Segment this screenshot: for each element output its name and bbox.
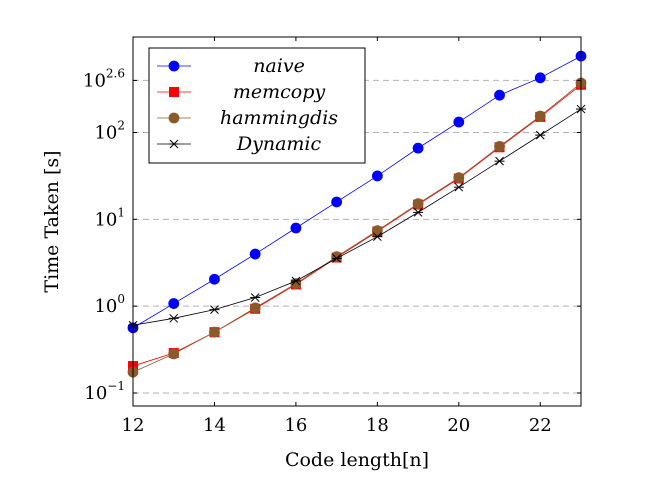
x-axis-ticks: 12 14 16 18 20 22 bbox=[122, 37, 552, 436]
x-tick-label-2: 16 bbox=[284, 415, 307, 436]
data-point-hammingdis-20 bbox=[453, 172, 465, 184]
data-point-hammingdis-19 bbox=[412, 198, 424, 210]
data-point-hammingdis-13 bbox=[168, 348, 180, 360]
data-point-dynamic-18 bbox=[372, 232, 383, 242]
legend: naive memcopy hammingdis Dynamic bbox=[148, 47, 366, 164]
y-tick-label-1: 100 bbox=[94, 292, 125, 317]
y-tick-label-0: 10−1 bbox=[84, 379, 125, 404]
data-point-hammingdis-17 bbox=[331, 251, 343, 263]
series-line-dynamic bbox=[132, 108, 582, 326]
series-line-naive bbox=[132, 55, 582, 329]
data-point-naive-16 bbox=[290, 222, 302, 234]
data-point-naive-18 bbox=[371, 170, 383, 182]
data-point-dynamic-15 bbox=[250, 293, 261, 302]
legend-item-naive: naive bbox=[157, 55, 305, 77]
x-tick-label-1: 14 bbox=[203, 415, 226, 436]
legend-item-hammingdis: hammingdis bbox=[157, 107, 338, 129]
x-tick-label-5: 22 bbox=[529, 415, 552, 436]
x-axis-label: Code length[n] bbox=[285, 449, 429, 471]
data-point-hammingdis-15 bbox=[249, 302, 261, 314]
legend-item-dynamic: Dynamic bbox=[157, 133, 321, 155]
data-point-hammingdis-22 bbox=[534, 110, 546, 122]
y-axis-label: Time Taken [s] bbox=[41, 150, 63, 292]
data-point-dynamic-13 bbox=[168, 313, 179, 323]
data-point-naive-15 bbox=[249, 248, 261, 260]
data-point-hammingdis-21 bbox=[494, 140, 505, 152]
data-point-dynamic-20 bbox=[453, 182, 464, 192]
data-point-naive-14 bbox=[209, 273, 220, 285]
data-point-dynamic-22 bbox=[535, 130, 546, 140]
data-point-naive-21 bbox=[494, 89, 505, 101]
data-point-dynamic-19 bbox=[413, 208, 424, 217]
series-naive bbox=[127, 50, 587, 334]
legend-label-hammingdis: hammingdis bbox=[220, 107, 338, 129]
data-point-hammingdis-16 bbox=[290, 278, 302, 289]
data-point-hammingdis-18 bbox=[371, 225, 383, 237]
y-tick-label-4: 102.6 bbox=[83, 66, 125, 91]
legend-label-memcopy: memcopy bbox=[233, 81, 326, 103]
x-tick-label-4: 20 bbox=[447, 415, 470, 436]
y-tick-label-3: 102 bbox=[94, 119, 125, 144]
data-point-dynamic-21 bbox=[494, 156, 505, 166]
data-point-naive-19 bbox=[412, 142, 424, 154]
data-point-naive-17 bbox=[331, 196, 343, 208]
data-point-naive-20 bbox=[453, 116, 465, 128]
x-tick-label-0: 12 bbox=[122, 415, 145, 436]
data-point-dynamic-14 bbox=[209, 305, 220, 314]
data-point-dynamic-16 bbox=[290, 276, 301, 286]
legend-marker-hammingdis bbox=[168, 112, 180, 124]
data-point-hammingdis-14 bbox=[209, 326, 220, 338]
legend-marker-naive bbox=[168, 60, 180, 72]
plot-frame bbox=[132, 36, 582, 407]
legend-marker-dynamic bbox=[169, 139, 179, 149]
data-point-naive-22 bbox=[534, 72, 546, 84]
y-axis-ticks: 10−1 100 101 102 102.6 bbox=[83, 66, 581, 404]
data-point-dynamic-17 bbox=[331, 254, 342, 263]
legend-label-naive: naive bbox=[253, 55, 305, 77]
legend-marker-memcopy bbox=[169, 87, 179, 97]
legend-label-dynamic: Dynamic bbox=[236, 133, 322, 155]
y-tick-label-2: 101 bbox=[94, 205, 125, 230]
legend-item-memcopy: memcopy bbox=[157, 81, 325, 103]
series-line-hammingdis bbox=[132, 82, 582, 373]
x-tick-label-3: 18 bbox=[366, 415, 389, 436]
data-point-naive-13 bbox=[168, 298, 180, 309]
